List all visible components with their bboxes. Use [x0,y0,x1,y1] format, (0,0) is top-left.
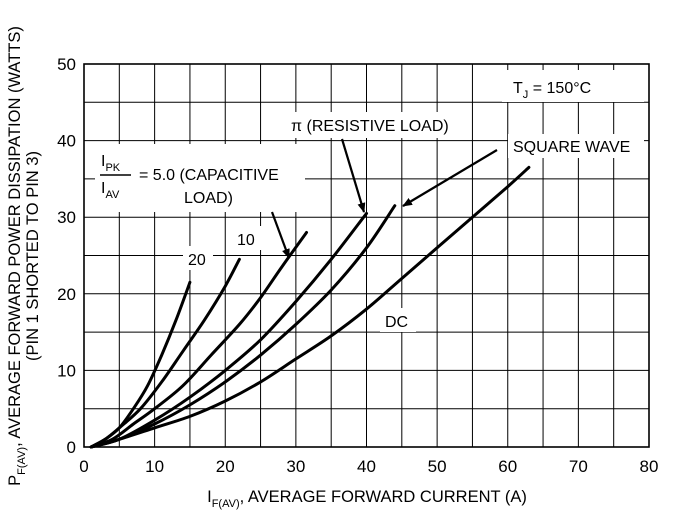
label-square-bg [508,134,644,158]
x-tick-labels: 0 10 20 30 40 50 60 70 80 [79,457,658,476]
y-axis-title: PF(AV), AVERAGE FORWARD POWER DISSIPATIO… [6,26,28,486]
x-tick-label: 0 [79,457,88,476]
x-tick-label: 60 [498,457,517,476]
arrow-resistive [340,138,366,213]
y-tick-label: 0 [67,438,76,457]
y-tick-labels: 0 10 20 30 40 50 [57,55,76,457]
capacitive-label-line2: LOAD) [184,190,233,207]
arrow-capacitive [270,211,291,259]
condition-box-bg [502,70,644,102]
x-tick-label: 10 [145,457,164,476]
capacitive-annotation-bg [95,144,305,212]
x-tick-label: 30 [286,457,305,476]
series-line-2 [89,231,308,449]
ratio-numerator: IPK [101,153,121,174]
x-axis-title: IF(AV), AVERAGE FORWARD CURRENT (A) [207,488,527,510]
y-tick-label: 10 [57,361,76,380]
x-tick-label: 50 [428,457,447,476]
plot-frame [83,63,650,448]
y-tick-label: 50 [57,55,76,74]
x-tick-label: 80 [640,457,659,476]
y-tick-label: 40 [57,132,76,151]
label-square-wave: SQUARE WAVE [513,139,630,156]
condition-label: TJ = 150°C [513,80,591,101]
series-group [89,165,531,449]
capacitive-label-line1: = 5.0 (CAPACITIVE [139,167,279,184]
x-tick-label: 40 [357,457,376,476]
y-axis-title-line2: (PIN 1 SHORTED TO PIN 3) [24,151,42,361]
y-tick-label: 20 [57,285,76,304]
series-line-1 [89,257,241,449]
label-20-bg [183,246,213,270]
series-line-5 [89,165,531,449]
x-tick-label: 70 [569,457,588,476]
y-tick-label: 30 [57,208,76,227]
x-tick-label: 20 [216,457,235,476]
label-20: 20 [188,252,206,269]
label-dc-bg [380,308,416,332]
arrow-square-wave [402,149,498,207]
label-10-bg [232,226,262,250]
label-resistive-bg [287,112,467,138]
label-10: 10 [237,232,255,249]
label-dc: DC [385,314,408,331]
ratio-denominator: IAV [101,180,120,201]
label-resistive: π (RESISTIVE LOAD) [291,118,449,135]
